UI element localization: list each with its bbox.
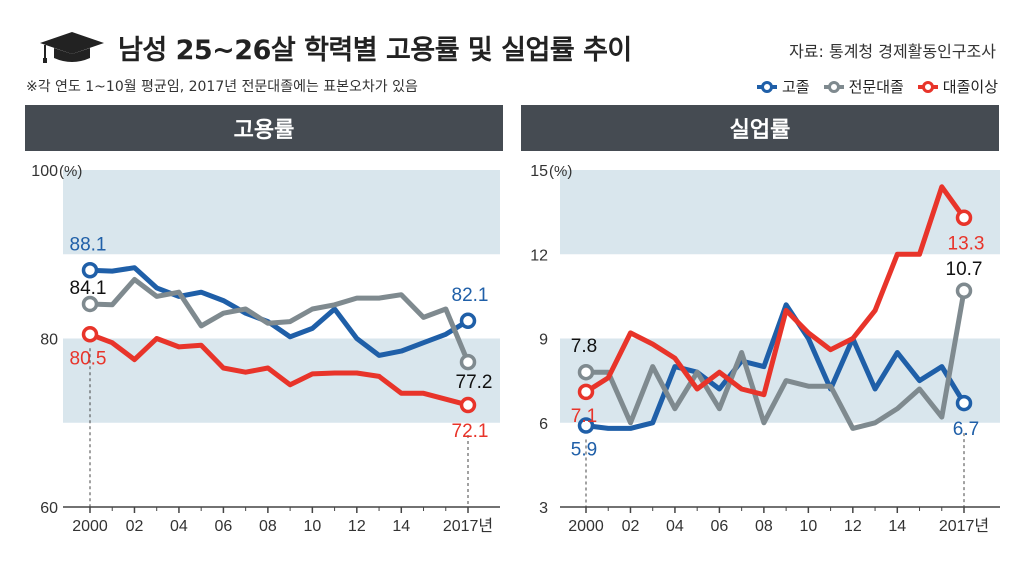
x-tick-label: 06 [711, 518, 729, 535]
endpoint-marker [81, 262, 99, 279]
endpoint-marker [81, 295, 99, 313]
x-tick-label: 02 [126, 518, 144, 535]
endpoint-marker [577, 363, 595, 381]
endpoint-marker [577, 383, 595, 401]
x-tick-label: 04 [170, 518, 188, 535]
data-label: 6.7 [953, 419, 979, 440]
data-label: 88.1 [70, 234, 107, 255]
endpoint-marker [459, 353, 477, 371]
legend-marker-icon [756, 80, 777, 93]
x-tick-label: 10 [303, 518, 321, 535]
x-tick-label: 06 [215, 518, 233, 535]
panel-title-employment: 고용률 [25, 105, 503, 151]
x-tick-label: 08 [755, 518, 773, 535]
y-tick-label: 60 [40, 500, 58, 517]
y-tick-label: 15 [530, 163, 548, 180]
panel-title-unemployment: 실업률 [521, 105, 999, 151]
footnote-text: ※각 연도 1~10월 평균임, 2017년 전문대졸에는 표본오차가 있음 [26, 79, 418, 95]
legend-marker-icon [917, 80, 938, 93]
legend-marker-icon [823, 80, 844, 93]
data-label: 10.7 [946, 259, 983, 280]
y-tick-label: 9 [539, 332, 548, 349]
x-tick-label: 14 [888, 518, 906, 535]
series-line-대졸이상 [583, 184, 967, 398]
data-label: 7.8 [571, 336, 597, 357]
endpoint-marker [577, 417, 595, 434]
data-label: 5.9 [571, 440, 597, 461]
x-tick-label: 2017년 [939, 517, 989, 535]
y-tick-label: 80 [40, 332, 58, 349]
x-tick-label: 08 [259, 518, 277, 535]
endpoint-marker [459, 396, 477, 414]
x-tick-label: 2000 [72, 518, 108, 535]
x-tick-label: 12 [348, 518, 366, 535]
x-tick-label: 14 [392, 518, 410, 535]
series-line-전문대졸 [87, 277, 471, 365]
legend-label: 대졸이상 [942, 78, 998, 96]
y-tick-label: 100 [31, 163, 58, 180]
series-line-대졸이상 [87, 331, 471, 408]
series-line-고졸 [583, 302, 967, 431]
y-axis-unit: (%) [59, 163, 82, 180]
legend-item-university: 대졸이상 [917, 76, 998, 97]
y-axis-unit: (%) [549, 163, 572, 180]
data-label: 82.1 [452, 285, 489, 306]
data-label: 72.1 [452, 421, 489, 442]
x-tick-label: 04 [666, 518, 684, 535]
y-tick-label: 12 [530, 247, 548, 264]
endpoint-marker [955, 282, 973, 300]
series-line-고졸 [87, 265, 471, 358]
graduation-cap-icon [40, 32, 104, 63]
y-tick-label: 6 [539, 416, 548, 433]
x-tick-label: 2000 [568, 518, 604, 535]
chart-title: 남성 25~26살 학력별 고용률 및 실업률 추이 [118, 35, 632, 66]
endpoint-marker [459, 312, 477, 330]
data-label: 77.2 [456, 372, 493, 393]
x-tick-label: 10 [799, 518, 817, 535]
legend-item-college: 전문대졸 [823, 76, 904, 97]
x-tick-label: 12 [844, 518, 862, 535]
legend-label: 전문대졸 [848, 78, 904, 96]
endpoint-marker [955, 209, 973, 226]
legend: 고졸 전문대졸 대졸이상 [756, 76, 998, 97]
y-tick-label: 3 [539, 500, 548, 517]
data-label: 7.1 [571, 406, 597, 427]
endpoint-marker [81, 326, 99, 343]
endpoint-marker [955, 394, 973, 412]
background-band [63, 170, 500, 255]
legend-item-highschool: 고졸 [756, 76, 810, 97]
x-tick-label: 2017년 [443, 517, 493, 535]
data-label: 84.1 [70, 278, 107, 299]
source-text: 자료: 통계청 경제활동인구조사 [789, 42, 996, 61]
series-line-전문대졸 [583, 288, 967, 431]
legend-label: 고졸 [781, 78, 810, 96]
data-label: 80.5 [70, 348, 107, 369]
data-label: 13.3 [948, 234, 985, 255]
x-tick-label: 02 [622, 518, 640, 535]
employment-rate-chart: 60 80 100 (%) 2000 02 04 06 08 10 12 14 2017년 88.1 82.… [31, 163, 500, 535]
background-band [560, 338, 1000, 423]
